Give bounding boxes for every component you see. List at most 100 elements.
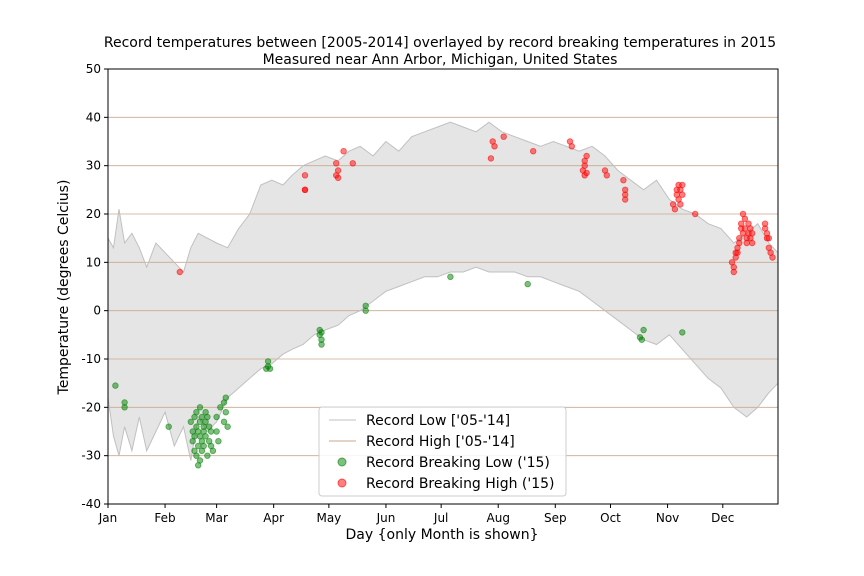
- y-tick-label: 40: [86, 110, 101, 124]
- record-breaking-high-point: [743, 239, 750, 247]
- record-breaking-high-point: [349, 160, 356, 167]
- record-breaking-high-point: [583, 169, 590, 177]
- record-breaking-low-point: [165, 423, 172, 430]
- record-breaking-low-point: [191, 433, 198, 440]
- record-breaking-low-point: [318, 341, 325, 348]
- y-axis-label: Temperature (degrees Celcius): [56, 180, 72, 396]
- record-breaking-high-point: [491, 143, 498, 150]
- record-breaking-low-point: [193, 409, 200, 416]
- record-breaking-low-point: [194, 442, 202, 450]
- record-breaking-low-point: [196, 404, 204, 411]
- legend-label-record-high: Record High ['05-'14]: [366, 434, 515, 450]
- record-breaking-low-point: [121, 404, 128, 411]
- x-tick-label: Apr: [263, 511, 284, 525]
- record-breaking-high-point: [749, 239, 756, 247]
- record-breaking-high-point: [730, 268, 737, 276]
- record-breaking-low-point: [638, 336, 645, 343]
- y-tick-label: -40: [81, 497, 101, 511]
- x-tick-label: May: [316, 511, 341, 525]
- record-breaking-low-point: [318, 329, 325, 336]
- record-breaking-high-point: [581, 162, 588, 169]
- record-breaking-low-points: [112, 273, 686, 469]
- record-breaking-high-point: [334, 174, 342, 181]
- record-breaking-high-point: [671, 205, 679, 213]
- record-breaking-high-point: [622, 186, 629, 193]
- legend-label-breaking-high: Record Breaking High ('15): [366, 476, 555, 492]
- record-breaking-high-point: [603, 172, 610, 179]
- y-axis-ticks: -40 -30 -20 -10 0 10 20 30 40 50: [81, 62, 108, 511]
- record-low-line: [107, 266, 779, 461]
- record-breaking-high-point: [677, 201, 684, 208]
- record-breaking-low-point: [204, 452, 211, 459]
- record-breaking-low-point: [215, 438, 222, 445]
- record-breaking-low-point: [198, 413, 206, 421]
- y-tick-label: -20: [81, 400, 101, 414]
- x-tick-label: Jun: [376, 511, 396, 525]
- record-breaking-high-point: [679, 181, 686, 189]
- legend: Record Low ['05-'14] Record High ['05-'1…: [318, 406, 567, 497]
- x-tick-label: Mar: [205, 511, 228, 525]
- x-tick-label: Dec: [711, 511, 734, 525]
- x-tick-label: Feb: [154, 511, 175, 525]
- record-breaking-low-point: [207, 428, 215, 435]
- record-breaking-high-point: [734, 249, 741, 256]
- y-tick-label: -30: [81, 449, 101, 463]
- record-breaking-low-point: [217, 404, 224, 411]
- chart-subtitle: Measured near Ann Arbor, Michigan, Unite…: [263, 52, 618, 68]
- record-breaking-high-point: [500, 133, 507, 140]
- record-breaking-low-point: [640, 326, 647, 334]
- record-breaking-high-point: [769, 254, 776, 261]
- record-breaking-high-point: [301, 186, 309, 193]
- record-breaking-low-point: [222, 394, 229, 401]
- y-tick-label: -10: [81, 352, 101, 366]
- record-breaking-low-point: [209, 447, 217, 454]
- record-breaking-low-point: [204, 413, 211, 421]
- record-breaking-high-point: [620, 176, 627, 184]
- record-breaking-low-point: [362, 307, 369, 314]
- record-breaking-high-point: [530, 147, 537, 155]
- y-tick-label: 20: [86, 207, 101, 221]
- record-breaking-low-point: [200, 442, 207, 450]
- record-breaking-low-point: [222, 409, 229, 416]
- record-breaking-low-point: [679, 329, 686, 336]
- legend-label-breaking-low: Record Breaking Low ('15): [366, 455, 550, 471]
- record-breaking-low-point: [213, 413, 220, 421]
- y-tick-label: 50: [86, 62, 101, 76]
- low-high-band: [108, 122, 778, 461]
- record-breaking-low-point: [213, 428, 220, 435]
- record-breaking-high-point: [741, 225, 749, 232]
- record-breaking-high-point: [176, 268, 183, 276]
- record-breaking-low-point: [196, 457, 204, 464]
- record-breaking-high-point: [738, 220, 745, 227]
- legend-swatch-breaking-low: [337, 457, 347, 467]
- record-breaking-high-point: [736, 239, 743, 247]
- plot-frame: [107, 68, 779, 505]
- x-tick-label: Oct: [600, 511, 621, 525]
- x-tick-label: Sep: [544, 511, 567, 525]
- record-breaking-low-point: [112, 382, 119, 389]
- record-breaking-low-point: [224, 423, 231, 430]
- record-breaking-low-point: [220, 418, 228, 425]
- y-tick-label: 30: [86, 159, 101, 173]
- record-breaking-high-point: [749, 230, 756, 237]
- record-high-line: [107, 121, 779, 273]
- y-tick-label: 0: [93, 304, 101, 318]
- record-breaking-high-point: [334, 167, 342, 174]
- chart-title: Record temperatures between [2005-2014] …: [104, 35, 776, 51]
- record-breaking-high-point: [692, 210, 699, 218]
- record-breaking-high-point: [622, 196, 629, 203]
- record-breaking-high-point: [741, 215, 749, 222]
- x-tick-label: Aug: [487, 511, 510, 525]
- legend-swatch-breaking-high: [337, 478, 347, 488]
- record-breaking-high-point: [301, 172, 309, 179]
- record-breaking-high-point: [568, 143, 575, 150]
- x-tick-label: Nov: [656, 511, 679, 525]
- record-breaking-low-point: [266, 365, 274, 372]
- record-breaking-low-point: [202, 433, 209, 440]
- record-breaking-high-point: [679, 191, 686, 198]
- x-tick-label: Jul: [433, 511, 448, 525]
- record-breaking-high-points: [176, 133, 776, 276]
- record-breaking-low-point: [524, 280, 531, 288]
- legend-label-record-low: Record Low ['05-'14]: [366, 413, 510, 429]
